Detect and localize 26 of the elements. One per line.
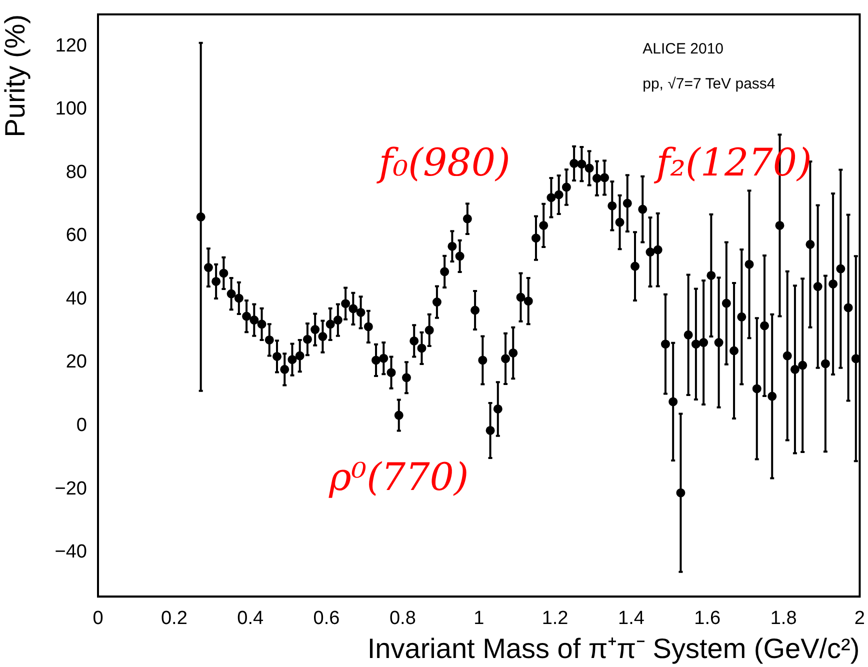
x-tick-label: 1.2 bbox=[542, 608, 568, 630]
y-tick-label: 40 bbox=[66, 288, 87, 310]
y-tick-label: 80 bbox=[66, 162, 87, 183]
x-tick-label: 2 bbox=[854, 608, 866, 630]
annotation: f₀(980) bbox=[376, 140, 510, 185]
y-tick-label: −20 bbox=[54, 478, 87, 500]
y-tick-label: 60 bbox=[66, 225, 87, 246]
y-tick-label: −40 bbox=[54, 542, 87, 563]
x-tick-label: 1.4 bbox=[618, 608, 645, 630]
x-axis-title: Invariant Mass of π⁺π⁻ System (GeV/c²) bbox=[367, 632, 860, 664]
annotation: ρ⁰(770) bbox=[328, 455, 469, 500]
x-tick-label: 0.2 bbox=[160, 608, 188, 630]
y-axis-title: Purity (%) bbox=[0, 14, 31, 138]
x-tick-label: 0 bbox=[92, 608, 104, 630]
x-tick-label: 1.8 bbox=[770, 608, 797, 630]
annotation: pp, √7=7 TeV pass4 bbox=[642, 75, 776, 92]
x-tick-label: 1.6 bbox=[694, 608, 721, 630]
x-tick-label: 0.8 bbox=[389, 608, 416, 630]
y-tick-label: 120 bbox=[55, 35, 87, 56]
y-tick-label: 20 bbox=[66, 352, 87, 373]
annotation: ALICE 2010 bbox=[642, 40, 724, 58]
y-tick-label: 0 bbox=[76, 414, 87, 436]
x-tick-label: 0.4 bbox=[237, 608, 264, 630]
x-tick-label: 1 bbox=[474, 608, 484, 630]
x-tick-label: 0.6 bbox=[313, 608, 340, 630]
y-tick-label: 100 bbox=[55, 98, 87, 120]
